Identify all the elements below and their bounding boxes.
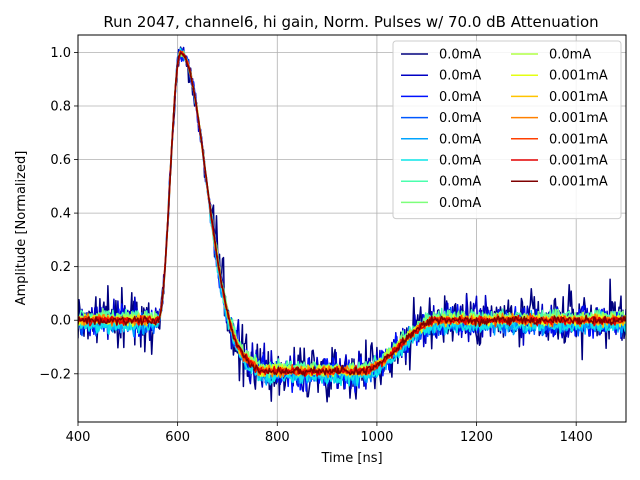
legend-label: 0.0mA [439, 90, 481, 105]
legend-box [392, 40, 622, 220]
legend-label: 0.0mA [439, 111, 481, 126]
x-axis-label: Time [ns] [320, 451, 382, 466]
legend-label: 0.0mA [439, 48, 481, 63]
y-tick-label: 0.6 [50, 153, 71, 168]
legend-label: 0.001mA [549, 132, 608, 147]
x-tick-label: 1000 [360, 430, 393, 445]
series-layer [78, 46, 626, 403]
legend-label: 0.0mA [549, 48, 591, 63]
x-tick-label: 1400 [560, 430, 593, 445]
axis-ticks: 400 600 800 1000 1200 1400 −0.2 0.0 0.2 0.4 0.6 0.8… [39, 46, 592, 445]
y-tick-label: 0.8 [50, 99, 71, 114]
legend-label: 0.001mA [549, 69, 608, 84]
legend-label: 0.001mA [549, 90, 608, 105]
x-tick-label: 600 [165, 430, 190, 445]
legend-label: 0.001mA [549, 175, 608, 190]
legend-label: 0.0mA [439, 69, 481, 84]
y-tick-label: −0.2 [39, 367, 71, 382]
legend-label: 0.0mA [439, 132, 481, 147]
legend-label: 0.0mA [439, 175, 481, 190]
legend-label: 0.001mA [549, 111, 608, 126]
y-tick-label: 1.0 [50, 46, 71, 61]
y-tick-label: 0.4 [50, 207, 71, 222]
series-line [78, 52, 626, 377]
y-tick-label: 0.2 [50, 260, 71, 275]
x-tick-label: 800 [265, 430, 290, 445]
x-tick-label: 400 [66, 430, 91, 445]
chart-title: Run 2047, channel6, hi gain, Norm. Pulse… [103, 13, 598, 31]
legend-label: 0.0mA [439, 154, 481, 169]
plot-frame [77, 34, 627, 423]
legend-label: 0.001mA [549, 154, 608, 169]
legend: 0.0mA 0.0mA 0.0mA 0.0mA 0.0mA 0.0mA 0.0mA 0.0mA… [392, 40, 622, 220]
x-tick-label: 1200 [460, 430, 493, 445]
legend-label: 0.0mA [439, 196, 481, 211]
y-tick-label: 0.0 [50, 314, 71, 329]
y-axis-label: Amplitude [Normalized] [14, 151, 29, 306]
